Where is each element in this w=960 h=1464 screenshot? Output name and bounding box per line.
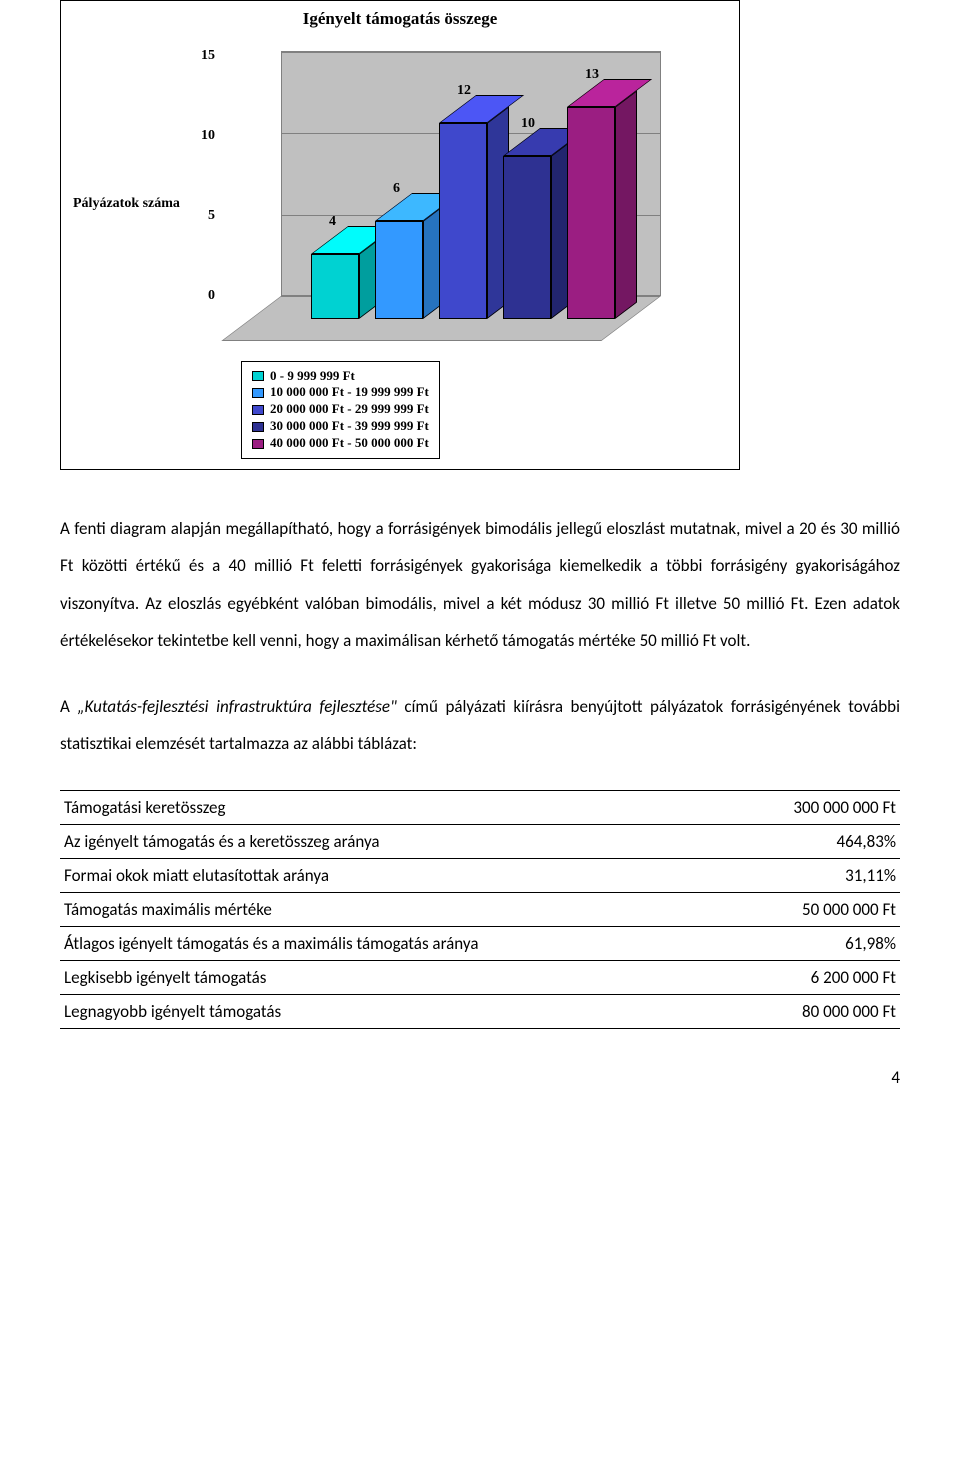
legend-swatch — [252, 388, 264, 398]
table-cell-value: 6 200 000 Ft — [726, 961, 900, 995]
legend-swatch — [252, 371, 264, 381]
table-cell-value: 300 000 000 Ft — [726, 791, 900, 825]
bar: 6 — [375, 221, 445, 319]
bar-front — [375, 221, 423, 319]
table-cell-label: Átlagos igényelt támogatás és a maximáli… — [60, 927, 726, 961]
table-cell-value: 61,98% — [726, 927, 900, 961]
table-row: Támogatási keretösszeg300 000 000 Ft — [60, 791, 900, 825]
bar-front — [439, 123, 487, 319]
chart-legend: 0 - 9 999 999 Ft10 000 000 Ft - 19 999 9… — [241, 361, 440, 459]
ytick-0: 0 — [191, 288, 215, 304]
stats-table: Támogatási keretösszeg300 000 000 FtAz i… — [60, 790, 900, 1029]
legend-label: 10 000 000 Ft - 19 999 999 Ft — [270, 384, 429, 401]
legend-item: 0 - 9 999 999 Ft — [252, 368, 429, 385]
page-number: 4 — [60, 1067, 900, 1088]
bar-top — [439, 95, 524, 123]
table-row: Az igényelt támogatás és a keretösszeg a… — [60, 825, 900, 859]
bar-value-label: 10 — [521, 116, 535, 132]
table-cell-label: Támogatási keretösszeg — [60, 791, 726, 825]
legend-label: 20 000 000 Ft - 29 999 999 Ft — [270, 401, 429, 418]
table-cell-label: Támogatás maximális mértéke — [60, 893, 726, 927]
table-cell-value: 464,83% — [726, 825, 900, 859]
bar-side — [615, 90, 637, 319]
paragraph-2: A „Kutatás-fejlesztési infrastruktúra fe… — [60, 688, 900, 763]
chart-container: Igényelt támogatás összege Pályázatok sz… — [60, 0, 740, 470]
paragraph-1: A fenti diagram alapján megállapítható, … — [60, 510, 900, 660]
bar-value-label: 12 — [457, 83, 471, 99]
ytick-5: 5 — [191, 208, 215, 224]
table-cell-label: Az igényelt támogatás és a keretösszeg a… — [60, 825, 726, 859]
bar-value-label: 13 — [585, 67, 599, 83]
plot-area: 46121013 — [221, 51, 661, 341]
bar-top — [567, 79, 652, 107]
table-row: Támogatás maximális mértéke50 000 000 Ft — [60, 893, 900, 927]
legend-label: 30 000 000 Ft - 39 999 999 Ft — [270, 418, 429, 435]
table-cell-value: 31,11% — [726, 859, 900, 893]
bar-value-label: 6 — [393, 181, 400, 197]
legend-item: 10 000 000 Ft - 19 999 999 Ft — [252, 384, 429, 401]
bar: 4 — [311, 254, 381, 319]
table-row: Legkisebb igényelt támogatás6 200 000 Ft — [60, 961, 900, 995]
legend-swatch — [252, 439, 264, 449]
table-cell-label: Formai okok miatt elutasítottak aránya — [60, 859, 726, 893]
legend-label: 40 000 000 Ft - 50 000 000 Ft — [270, 435, 429, 452]
legend-swatch — [252, 422, 264, 432]
legend-swatch — [252, 405, 264, 415]
ytick-10: 10 — [191, 128, 215, 144]
p2-prefix: A — [60, 696, 77, 717]
table-cell-value: 50 000 000 Ft — [726, 893, 900, 927]
table-cell-label: Legkisebb igényelt támogatás — [60, 961, 726, 995]
legend-item: 20 000 000 Ft - 29 999 999 Ft — [252, 401, 429, 418]
bar: 12 — [439, 123, 509, 319]
bar-value-label: 4 — [329, 214, 336, 230]
table-row: Legnagyobb igényelt támogatás80 000 000 … — [60, 995, 900, 1029]
legend-item: 30 000 000 Ft - 39 999 999 Ft — [252, 418, 429, 435]
chart-title: Igényelt támogatás összege — [61, 9, 739, 29]
bar-group: 46121013 — [311, 51, 661, 341]
y-axis-label-text: Pályázatok száma — [73, 196, 180, 211]
bar: 13 — [567, 107, 637, 319]
table-cell-label: Legnagyobb igényelt támogatás — [60, 995, 726, 1029]
p2-italic: „Kutatás-fejlesztési infrastruktúra fejl… — [77, 696, 396, 717]
table-row: Formai okok miatt elutasítottak aránya31… — [60, 859, 900, 893]
table-cell-value: 80 000 000 Ft — [726, 995, 900, 1029]
table-row: Átlagos igényelt támogatás és a maximáli… — [60, 927, 900, 961]
bar: 10 — [503, 156, 573, 319]
bar-front — [567, 107, 615, 319]
bar-front — [311, 254, 359, 319]
legend-item: 40 000 000 Ft - 50 000 000 Ft — [252, 435, 429, 452]
legend-label: 0 - 9 999 999 Ft — [270, 368, 355, 385]
ytick-15: 15 — [191, 48, 215, 64]
bar-front — [503, 156, 551, 319]
y-axis-label: Pályázatok száma — [73, 196, 180, 211]
